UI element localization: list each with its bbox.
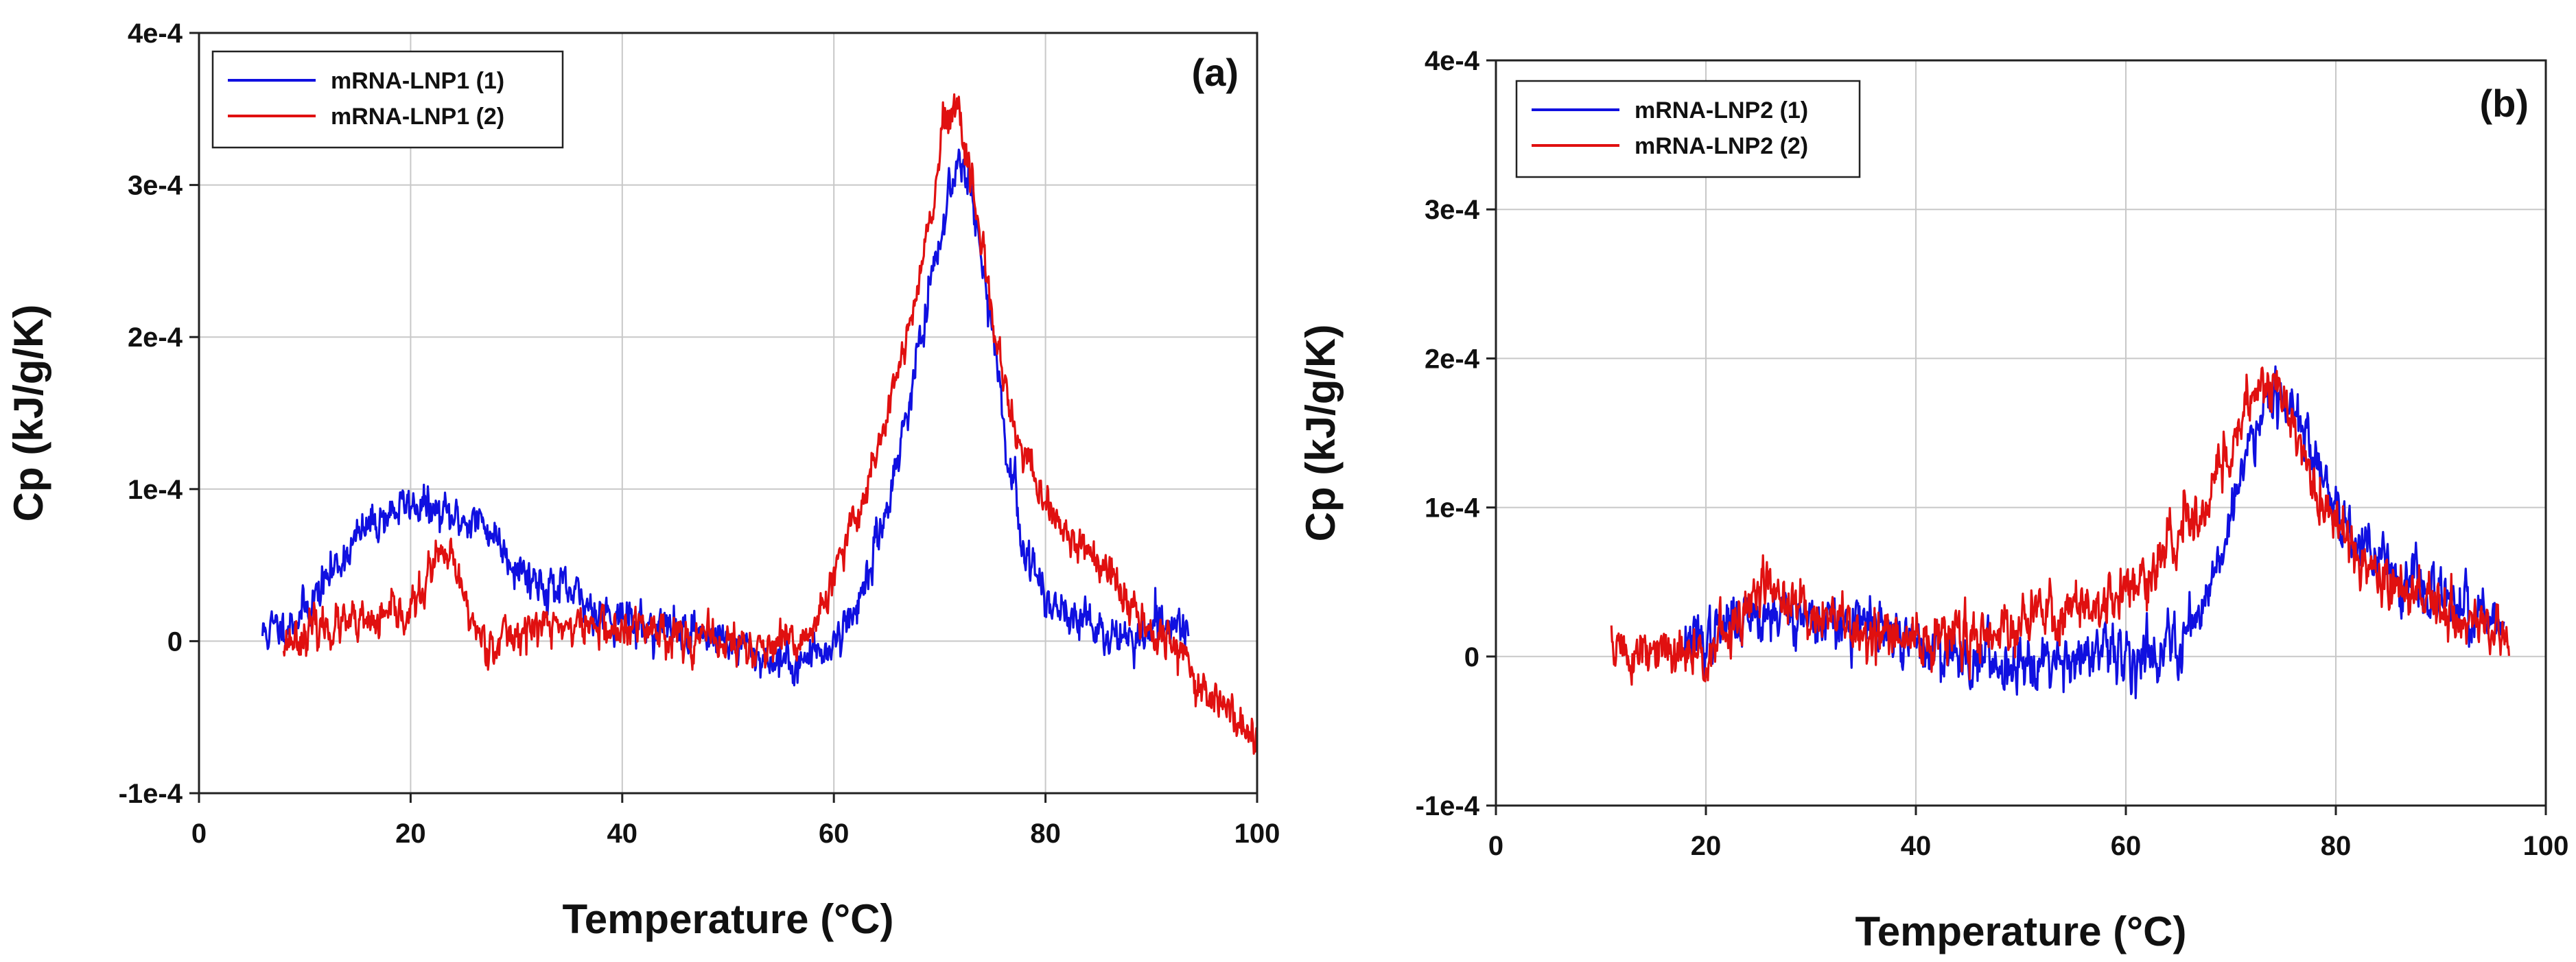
panel-label: (b) [2479, 82, 2529, 125]
legend-label: mRNA-LNP1 (1) [331, 68, 504, 94]
x-tick-label: 0 [191, 819, 207, 849]
series-line-1 [1683, 365, 2505, 700]
y-tick-label: -1e-4 [1416, 791, 1480, 821]
x-tick-label: 60 [2111, 831, 2142, 861]
chart-a: 0 20 40 60 80 100 -1e-4 0 1e-4 2e-4 3e-4 4e-4 Temper… [5, 19, 1280, 942]
series-line-2 [1610, 366, 2510, 686]
legend-label: mRNA-LNP2 (2) [1635, 133, 1808, 159]
x-tick-label: 40 [1901, 831, 1932, 861]
x-tick-label: 0 [1488, 831, 1503, 861]
y-tick-label: 1e-4 [128, 475, 183, 505]
y-tick-label: 2e-4 [128, 322, 183, 353]
y-tick-label: 0 [1464, 642, 1479, 672]
x-axis-label: Temperature (°C) [563, 896, 894, 942]
x-tick-label: 80 [2321, 831, 2352, 861]
panel-label: (a) [1192, 51, 1239, 94]
y-tick-label: 2e-4 [1425, 344, 1480, 374]
x-tick-label: 20 [395, 819, 426, 849]
x-tick-label: 60 [819, 819, 850, 849]
y-tick-label: 4e-4 [128, 19, 183, 49]
y-axis-label: Cp (kJ/g/K) [5, 305, 51, 522]
legend: mRNA-LNP1 (1) mRNA-LNP1 (2) [211, 50, 564, 149]
legend-label: mRNA-LNP2 (1) [1635, 97, 1808, 124]
y-tick-label: 3e-4 [128, 171, 183, 201]
series-line-2 [282, 93, 1258, 755]
x-tick-label: 40 [607, 819, 638, 849]
legend-label: mRNA-LNP1 (2) [331, 104, 504, 130]
y-tick-label: 4e-4 [1425, 46, 1480, 76]
series-line-1 [261, 148, 1190, 687]
x-tick-label: 20 [1691, 831, 1722, 861]
x-tick-label: 100 [2523, 831, 2569, 861]
legend: mRNA-LNP2 (1) mRNA-LNP2 (2) [1515, 80, 1861, 178]
x-tick-label: 100 [1234, 819, 1280, 849]
y-tick-label: 1e-4 [1425, 493, 1480, 524]
x-tick-label: 80 [1030, 819, 1061, 849]
plot-frame [198, 32, 1258, 795]
plot-frame [1495, 59, 2547, 807]
y-tick-label: -1e-4 [119, 779, 183, 809]
chart-b: 0 20 40 60 80 100 -1e-4 0 1e-4 2e-4 3e-4 4e-4 Temper… [1298, 46, 2568, 954]
y-axis-label: Cp (kJ/g/K) [1298, 325, 1344, 542]
legend-box [211, 50, 564, 149]
x-axis-label: Temperature (°C) [1855, 908, 2187, 954]
y-tick-label: 0 [167, 626, 183, 657]
legend-box [1515, 80, 1861, 178]
y-tick-label: 3e-4 [1425, 195, 1480, 225]
